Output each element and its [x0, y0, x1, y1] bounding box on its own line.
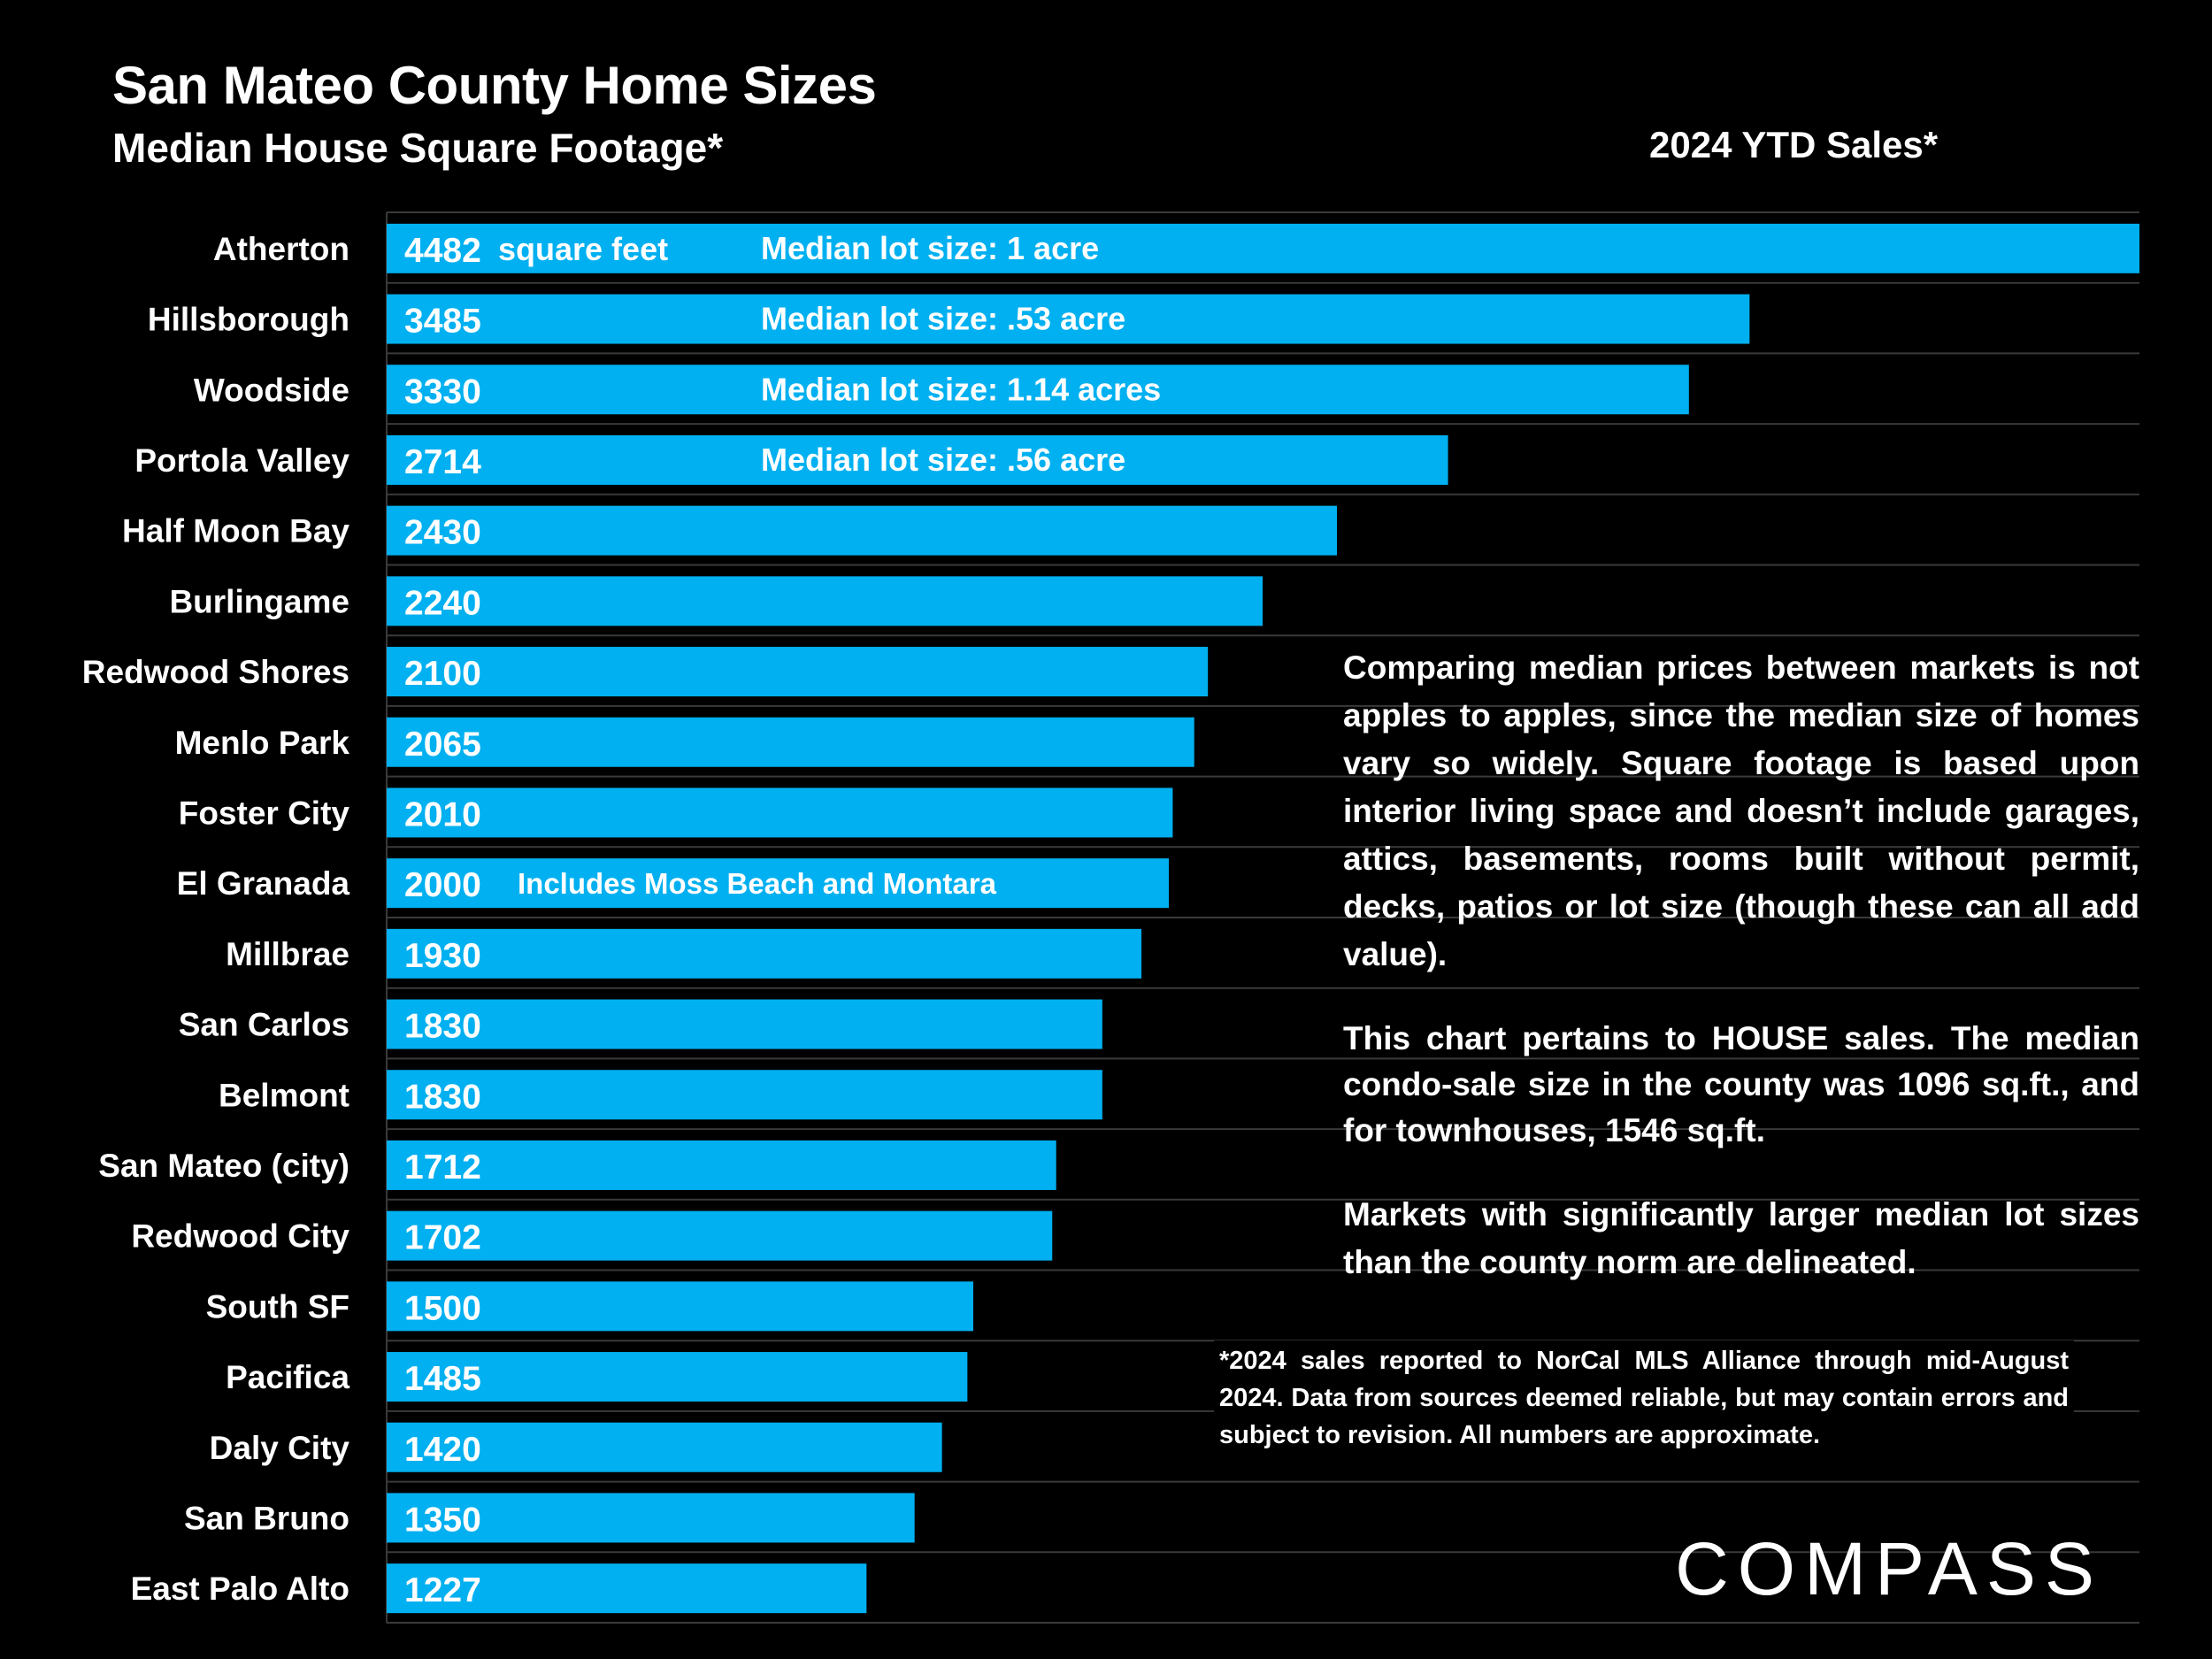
- area-note-annotation: Includes Moss Beach and Montara: [518, 867, 997, 900]
- lot-size-annotation: Median lot size: .53 acre: [761, 301, 1125, 337]
- bar: [387, 1281, 973, 1332]
- period-label: 2024 YTD Sales*: [1649, 124, 1939, 165]
- category-label: San Mateo (city): [98, 1148, 349, 1184]
- grid-lines: [386, 211, 2139, 1624]
- lot-size-annotation: Median lot size: .56 acre: [761, 442, 1125, 478]
- category-label: Redwood City: [131, 1218, 349, 1255]
- value-label: 1500: [404, 1289, 481, 1327]
- value-label: 1712: [404, 1148, 481, 1187]
- bar: [387, 717, 1194, 767]
- value-label: 2000: [404, 866, 481, 904]
- category-label: Pacifica: [226, 1359, 349, 1395]
- value-label: 2065: [404, 726, 481, 764]
- category-label: Daly City: [210, 1430, 350, 1466]
- category-label: Burlingame: [169, 583, 349, 619]
- category-label: Menlo Park: [175, 725, 350, 761]
- bar: [387, 858, 1169, 909]
- value-label: 1227: [404, 1571, 481, 1609]
- bar: [387, 223, 2139, 273]
- category-label: Redwood Shores: [82, 654, 349, 690]
- bar: [387, 1563, 867, 1614]
- value-label: 1485: [404, 1360, 481, 1398]
- lot-size-annotation: Median lot size: 1.14 acres: [761, 371, 1161, 407]
- bar: [387, 647, 1209, 697]
- category-label: Foster City: [179, 795, 350, 831]
- value-label: 1830: [404, 1008, 481, 1046]
- bar: [387, 365, 1689, 415]
- category-label: Atherton: [213, 231, 349, 267]
- bar: [387, 576, 1263, 626]
- value-label: 3330: [404, 373, 481, 411]
- commentary-paragraph-3: Markets with significantly larger median…: [1343, 1196, 2139, 1280]
- value-label: 2010: [404, 795, 481, 833]
- bar: [387, 999, 1102, 1049]
- bar: [387, 1070, 1102, 1120]
- category-label: South SF: [206, 1288, 349, 1325]
- category-label: East Palo Alto: [131, 1571, 349, 1607]
- compass-logo: COMPASS: [1675, 1531, 2103, 1601]
- category-label: San Carlos: [179, 1007, 349, 1043]
- footnote: *2024 sales reported to NorCal MLS Allia…: [1214, 1340, 2074, 1455]
- bar: [387, 928, 1142, 979]
- unit-annotation: square feet: [498, 231, 668, 267]
- value-label: 2714: [404, 443, 481, 481]
- category-label: El Granada: [177, 865, 350, 902]
- category-label: Woodside: [194, 372, 349, 408]
- value-label: 2240: [404, 584, 481, 622]
- bar: [387, 1140, 1056, 1190]
- bar: [387, 1422, 942, 1472]
- commentary-paragraph-1: Comparing median prices between markets …: [1343, 649, 2139, 972]
- bar: [387, 787, 1173, 838]
- value-label: 2430: [404, 514, 481, 552]
- category-label: Portola Valley: [134, 442, 349, 479]
- chart-title: San Mateo County Home Sizes: [112, 56, 877, 115]
- value-label: 1930: [404, 937, 481, 975]
- category-label: San Bruno: [184, 1500, 349, 1536]
- value-label: 1830: [404, 1078, 481, 1116]
- value-label: 3485: [404, 303, 481, 341]
- bars: [387, 223, 2139, 1614]
- compass-logo-text: COMPASS: [1675, 1531, 2103, 1601]
- category-label: Half Moon Bay: [122, 513, 349, 549]
- commentary-paragraph-2: This chart pertains to HOUSE sales. The …: [1343, 1020, 2139, 1148]
- category-label: Belmont: [219, 1077, 349, 1113]
- chart-subtitle: Median House Square Footage*: [112, 125, 724, 171]
- value-label: 1702: [404, 1219, 481, 1257]
- category-label: Millbrae: [226, 936, 349, 972]
- lot-size-annotation: Median lot size: 1 acre: [761, 230, 1099, 266]
- value-label: 1350: [404, 1501, 481, 1539]
- value-label: 4482: [404, 232, 481, 270]
- labels: Atherton 4482 Hillsborough 3485 Woodside 3330…: [82, 230, 1161, 1609]
- value-label: 2100: [404, 655, 481, 693]
- value-label: 1420: [404, 1431, 481, 1469]
- commentary: Comparing median prices between markets …: [1343, 644, 2139, 1324]
- bar: [387, 505, 1338, 556]
- category-label: Hillsborough: [148, 302, 349, 338]
- bar: [387, 1493, 915, 1543]
- bar: [387, 294, 1750, 344]
- bar: [387, 1352, 968, 1402]
- bar: [387, 434, 1448, 485]
- bar: [387, 1210, 1053, 1261]
